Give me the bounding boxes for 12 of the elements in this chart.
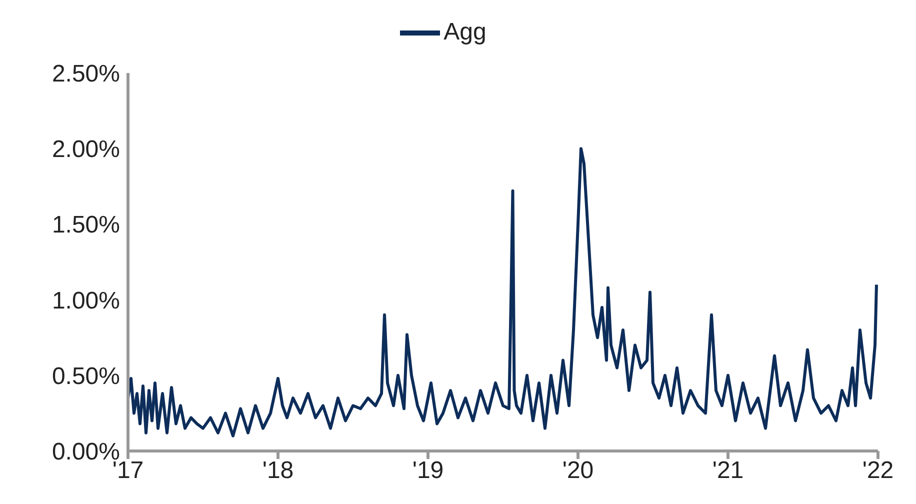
x-tick-label: '20 (562, 457, 594, 484)
x-tick-label: '22 (862, 457, 894, 484)
legend-label: Agg (444, 18, 486, 46)
x-tick-label: '18 (262, 457, 294, 484)
y-tick-label: 0.50% (52, 362, 120, 390)
x-tick-label: '19 (412, 457, 444, 484)
y-tick-label: 2.00% (52, 136, 120, 164)
y-tick-label: 2.50% (52, 60, 120, 88)
x-tick-label: '21 (712, 457, 744, 484)
line-series (128, 147, 878, 438)
y-tick-label: 1.50% (52, 212, 120, 239)
y-tick-label: 1.00% (52, 287, 120, 314)
